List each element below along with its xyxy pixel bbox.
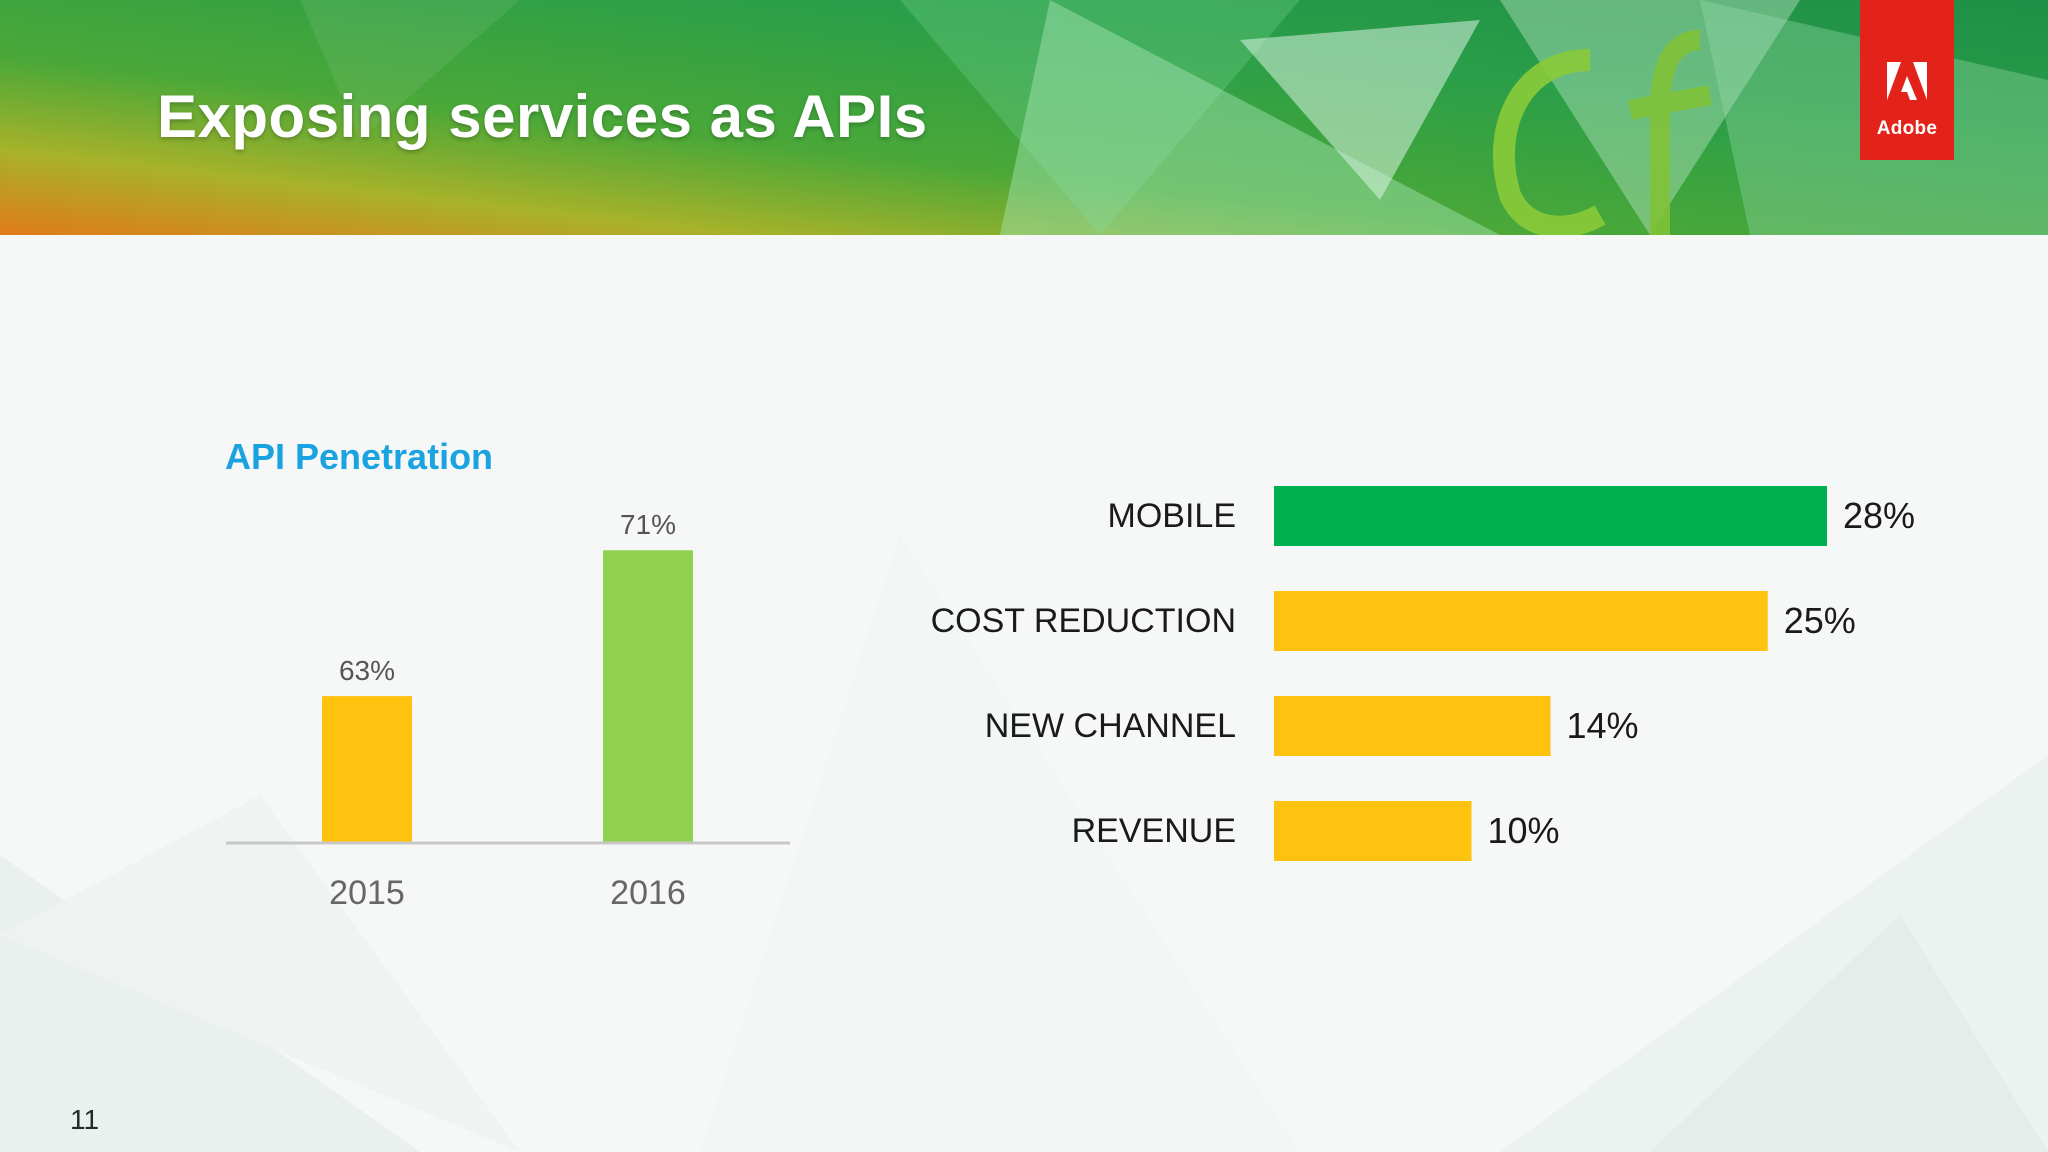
bar-value-label: 14% (1567, 705, 1639, 746)
background-art (0, 235, 2048, 1152)
bar-cost-reduction (1274, 591, 1768, 651)
x-tick-label: 2015 (329, 874, 405, 912)
bar-value-label: 25% (1784, 600, 1856, 641)
bar-2016 (603, 550, 693, 842)
category-label: REVENUE (1072, 812, 1236, 850)
chart-title-api-penetration: API Penetration (225, 436, 494, 477)
bar-mobile (1274, 486, 1827, 546)
slide-title: Exposing services as APIs (157, 83, 928, 150)
bar-2015 (322, 696, 412, 842)
category-label: MOBILE (1108, 497, 1236, 535)
adobe-logo-icon (1887, 62, 1927, 100)
x-tick-label: 2016 (610, 874, 686, 912)
adobe-logo: Adobe (1860, 0, 1954, 160)
bar-revenue (1274, 801, 1472, 861)
bar-value-label: 63% (339, 655, 395, 686)
chart-api-drivers: MOBILE 28% COST REDUCTION 25% NEW CHANNEL 14%… (931, 486, 1915, 861)
bar-value-label: 10% (1488, 810, 1560, 851)
chart-api-penetration: 63% 2015 71% 2016 (226, 509, 790, 912)
category-label: COST REDUCTION (931, 602, 1236, 640)
category-label: NEW CHANNEL (985, 707, 1236, 745)
cf-logo-art (1492, 49, 1606, 235)
bar-new-channel (1274, 696, 1551, 756)
bar-value-label: 71% (620, 509, 676, 540)
bar-value-label: 28% (1843, 495, 1915, 536)
page-number: 11 (70, 1104, 100, 1135)
adobe-logo-text: Adobe (1876, 118, 1938, 139)
